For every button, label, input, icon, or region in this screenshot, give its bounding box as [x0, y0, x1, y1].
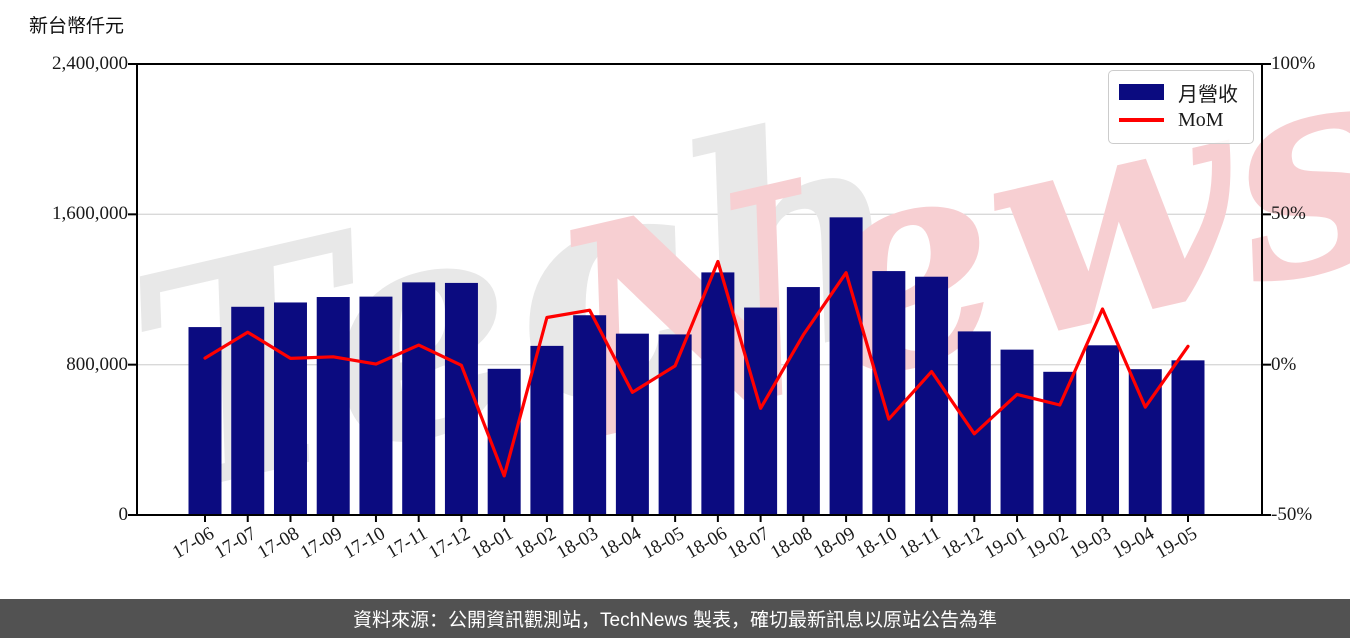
left-axis-tick-2,400,000: 2,400,000 [52, 53, 128, 74]
right-axis-tick-0%: 0% [1271, 353, 1297, 375]
bar-17-10 [359, 296, 393, 515]
bar-18-10 [872, 271, 906, 515]
bar-18-09 [829, 217, 863, 515]
bar-18-07 [744, 307, 778, 515]
bar-18-04 [615, 333, 649, 515]
legend: 月營收 MoM [1108, 70, 1254, 144]
mom-line [203, 259, 1190, 478]
footer-source-text: 資料來源：公開資訊觀測站，TechNews 製表，確切最新訊息以原站公告為準 [353, 610, 997, 631]
bar-17-08 [273, 302, 307, 515]
bar-18-05 [658, 334, 692, 515]
left-axis-tick-0: 0 [118, 504, 129, 525]
right-axis-tick-100%: 100% [1271, 53, 1316, 74]
bar-18-06 [701, 272, 735, 515]
bar-17-11 [402, 282, 436, 515]
bar-swatch-icon [1119, 84, 1164, 100]
bar-17-06 [188, 327, 222, 515]
bar-17-09 [316, 297, 350, 515]
legend-item-revenue: 月營收 [1119, 78, 1243, 106]
line-swatch-icon [1119, 118, 1164, 122]
legend-line-label: MoM [1178, 108, 1224, 131]
bar-18-11 [915, 276, 949, 515]
bar-18-01 [487, 368, 521, 515]
footer-bar: 資料來源：公開資訊觀測站，TechNews 製表，確切最新訊息以原站公告為準 [0, 599, 1350, 638]
bar-18-02 [530, 345, 564, 515]
legend-bar-label: 月營收 [1178, 83, 1238, 106]
right-axis-tick-50%: 50% [1271, 203, 1306, 225]
left-axis-tick-800,000: 800,000 [66, 353, 128, 375]
bar-18-08 [786, 287, 820, 515]
bar-18-03 [573, 315, 607, 515]
bar-19-05 [1171, 360, 1205, 515]
bar-19-02 [1043, 371, 1077, 515]
bar-17-12 [444, 282, 478, 515]
plot-border [136, 63, 1263, 516]
left-axis-title: 新台幣仟元 [29, 16, 125, 37]
legend-item-mom: MoM [1119, 106, 1243, 134]
left-axis-tick-1,600,000: 1,600,000 [52, 203, 128, 225]
right-axis-tick--50%: -50% [1271, 504, 1313, 525]
bar-17-07 [231, 306, 265, 515]
bar-19-03 [1086, 345, 1120, 515]
bar-19-01 [1000, 349, 1034, 515]
